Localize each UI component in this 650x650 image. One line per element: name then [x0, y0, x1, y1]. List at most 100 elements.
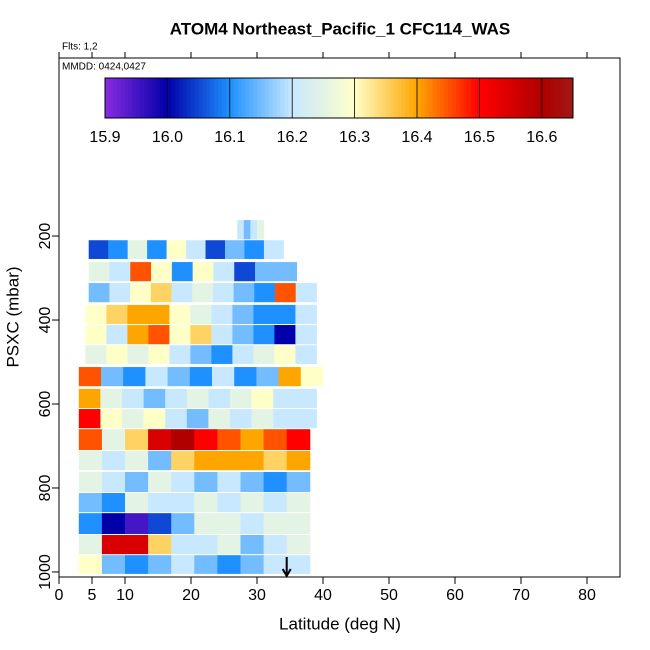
colorbar-segment	[417, 78, 422, 118]
colorbar-segment	[362, 78, 367, 118]
curtain-cell	[230, 409, 253, 429]
curtain-cell	[295, 345, 317, 364]
curtain-cell	[186, 240, 207, 259]
curtain-cell	[240, 555, 265, 574]
curtain-cell	[194, 429, 218, 451]
colorbar-segment	[249, 78, 254, 118]
colorbar-segment	[331, 78, 336, 118]
curtain-cell	[78, 451, 103, 471]
curtain-cell	[208, 409, 231, 429]
colorbar-segment	[175, 78, 180, 118]
curtain-cell	[192, 262, 214, 282]
curtain-cell	[143, 409, 166, 429]
curtain-cell	[256, 367, 280, 387]
curtain-cell	[122, 388, 145, 409]
curtain-cell	[263, 451, 288, 471]
curtain-cell	[263, 472, 288, 493]
colorbar-segment	[495, 78, 500, 118]
curtain-cell	[169, 345, 191, 364]
curtain-cell	[295, 325, 317, 345]
colorbar-segment	[288, 78, 293, 118]
annotation: Flts: 1,2	[62, 42, 98, 53]
curtain-cell	[171, 472, 195, 493]
curtain-cell	[213, 262, 235, 282]
colorbar-segment	[401, 78, 406, 118]
curtain-cell	[190, 325, 212, 345]
colorbar-segment	[140, 78, 145, 118]
colorbar-segment	[241, 78, 246, 118]
colorbar-tick-label: 16.4	[401, 129, 432, 146]
colorbar-segment	[565, 78, 570, 118]
colorbar-segment	[405, 78, 410, 118]
colorbar-segment	[506, 78, 512, 118]
curtain-cell	[150, 283, 172, 303]
colorbar-segment	[502, 78, 508, 118]
colorbar-segment	[202, 78, 207, 118]
curtain-cell	[101, 451, 126, 471]
curtain-cell	[125, 535, 149, 555]
colorbar-segment	[147, 78, 153, 118]
colorbar-segment	[245, 78, 250, 118]
curtain-cell	[125, 429, 149, 451]
colorbar-segment	[342, 78, 348, 118]
colorbar-segment	[498, 78, 504, 118]
x-tick-label: 0	[55, 587, 64, 604]
curtain-cell	[190, 304, 212, 325]
curtain-cell	[125, 555, 149, 574]
curtain-cell	[148, 472, 172, 493]
curtain-cell	[125, 451, 149, 471]
curtain-cell	[208, 388, 231, 409]
curtain-cell	[123, 367, 146, 387]
colorbar-segment	[112, 78, 118, 118]
colorbar-segment	[436, 78, 441, 118]
colorbar-segment	[569, 78, 574, 118]
colorbar-segment	[280, 78, 285, 118]
x-tick-label: 50	[380, 587, 398, 604]
curtain-cell	[169, 325, 191, 345]
colorbar-segment	[397, 78, 402, 118]
curtain-cell	[127, 304, 149, 325]
curtain-cell	[232, 345, 254, 364]
curtain-cell	[232, 304, 254, 325]
colorbar-segment	[448, 78, 453, 118]
curtain-cell	[148, 304, 170, 325]
curtain-cell	[148, 493, 172, 513]
colorbar-segment	[151, 78, 157, 118]
annotation: MMDD: 0424,0427	[62, 62, 146, 73]
colorbar-tick-label: 16.1	[214, 129, 245, 146]
curtain-cell	[78, 388, 101, 409]
colorbar-segment	[557, 78, 562, 118]
curtain-cell	[234, 262, 256, 282]
curtain-cell	[232, 325, 254, 345]
curtain-cell	[212, 283, 235, 303]
colorbar-segment	[284, 78, 289, 118]
colorbar-segment	[534, 78, 539, 118]
x-tick-label: 70	[512, 587, 530, 604]
curtain-cell	[101, 513, 126, 535]
colorbar-segment	[475, 78, 480, 118]
colorbar-tick-label: 16.5	[464, 129, 495, 146]
curtain-cell	[294, 388, 317, 409]
colorbar-segment	[296, 78, 301, 118]
curtain-cell	[88, 262, 110, 282]
y-tick-label: 800	[37, 475, 54, 502]
colorbar-segment	[327, 78, 332, 118]
curtain-cell	[211, 345, 233, 364]
curtain-cell	[85, 325, 107, 345]
colorbar-segment	[440, 78, 445, 118]
curtain-cell	[127, 240, 148, 259]
curtain-cell	[240, 472, 265, 493]
curtain-cell	[109, 262, 131, 282]
curtain-cell	[165, 409, 188, 429]
colorbar-segment	[456, 78, 461, 118]
curtain-cell	[263, 555, 288, 574]
curtain-cell	[275, 283, 297, 303]
x-tick-label: 10	[116, 587, 134, 604]
colorbar-segment	[545, 78, 551, 118]
y-tick-label: 1000	[37, 554, 54, 590]
curtain-cell	[165, 388, 188, 409]
curtain-cell	[147, 240, 168, 259]
curtain-cell	[186, 409, 209, 429]
curtain-cell	[127, 325, 149, 345]
curtain-cell	[125, 513, 149, 535]
